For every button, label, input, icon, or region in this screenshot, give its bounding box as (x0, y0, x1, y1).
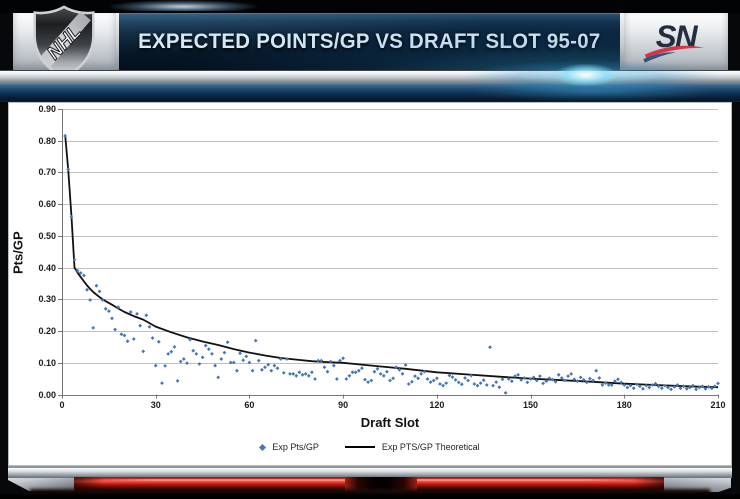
y-tick-label: 0.80 (38, 135, 56, 146)
x-axis-title: Draft Slot (360, 415, 420, 430)
y-tick-label: 0.40 (38, 262, 56, 273)
sn-logo-icon: SN (643, 19, 705, 63)
x-tick-label: 210 (710, 400, 726, 410)
card-bottom-frame (8, 466, 732, 468)
x-tick-label: 120 (429, 400, 445, 410)
ledge-shadow (30, 489, 710, 498)
x-tick-label: 150 (523, 400, 539, 410)
legend-scatter-marker-icon (259, 443, 267, 451)
banner-metal-strip (0, 70, 740, 84)
legend-label-scatter: Exp Pts/GP (272, 442, 319, 452)
banner-top-black (0, 0, 740, 13)
y-tick-label: 0.90 (38, 104, 56, 114)
banner-title-panel: EXPECTED POINTS/GP VS DRAFT SLOT 95-07 (119, 13, 620, 70)
theoretical-curve (64, 134, 719, 389)
legend-line-marker-icon (344, 446, 375, 448)
ledge-silver-bar (8, 468, 732, 478)
plot-area (58, 109, 720, 399)
banner-blue-strip (0, 84, 740, 102)
y-tick-label: 0.00 (38, 389, 56, 400)
legend-label-theoretical: Exp PTS/GP Theoretical (381, 442, 480, 452)
y-tick-label: 0.60 (38, 199, 56, 210)
x-tick-label: 90 (338, 400, 349, 410)
banner-divider-right (620, 13, 624, 70)
y-tick-label: 0.20 (38, 326, 56, 337)
ledge-center-mount (345, 477, 417, 491)
x-tick-label: 30 (150, 400, 161, 410)
bottom-black-base (0, 494, 740, 499)
scatter-points (63, 134, 720, 395)
x-tick-label: 60 (244, 400, 255, 410)
banner-divider-left (116, 13, 119, 70)
y-tick-label: 0.70 (38, 167, 56, 178)
page-title: EXPECTED POINTS/GP VS DRAFT SLOT 95-07 (138, 30, 601, 53)
nhl-shield-icon: NHL (33, 5, 95, 79)
x-tick-label: 0 (59, 400, 65, 410)
chart-legend: Exp Pts/GP Exp PTS/GP Theoretical (9, 442, 731, 452)
y-tick-label: 0.50 (38, 230, 56, 241)
y-tick-label: 0.10 (38, 357, 56, 368)
chart-card: Pts/GP Draft Slot Exp Pts/GP Exp PTS/GP … (8, 102, 732, 466)
y-axis-title: Pts/GP (10, 231, 26, 274)
x-tick-label: 180 (616, 400, 632, 410)
y-tick-label: 0.30 (38, 294, 56, 305)
